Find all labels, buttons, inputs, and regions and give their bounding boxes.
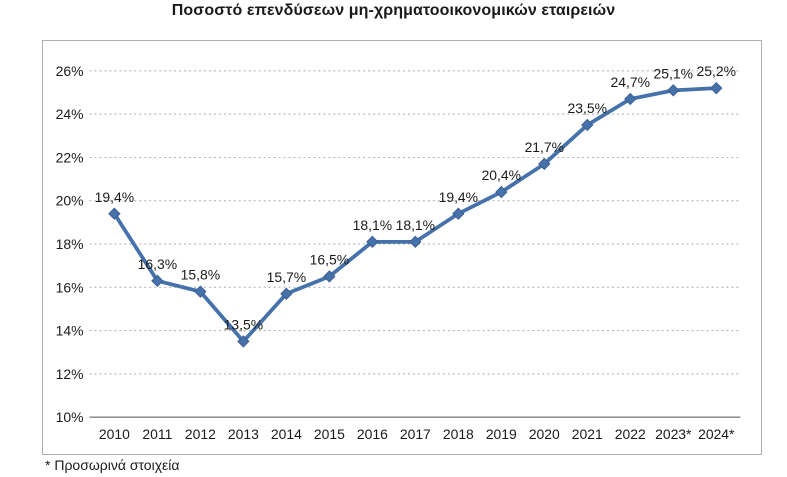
y-axis-tick-label: 24%	[56, 106, 84, 122]
data-point-marker	[581, 118, 594, 132]
x-axis-tick-label: 2016	[357, 426, 388, 442]
y-axis-tick-label: 18%	[56, 236, 84, 252]
y-axis-tick-label: 12%	[56, 366, 84, 382]
data-point-label: 25,1%	[654, 65, 693, 81]
chart-title: Ποσοστό επενδύσεων μη-χρηματοοικονομικών…	[171, 2, 616, 19]
x-axis-tick-label: 2021	[572, 426, 603, 442]
x-axis-tick-label: 2014	[271, 426, 302, 442]
line-chart-svg: 10% 12% 14% 16% 18% 20% 22% 24% 26% 2010 2011 2012 2…	[56, 63, 741, 442]
x-axis-tick-label: 2011	[142, 426, 172, 442]
data-point-label: 13,5%	[224, 316, 263, 332]
data-point-label: 25,2%	[697, 63, 736, 79]
data-point-marker	[237, 335, 250, 348]
data-point-marker	[495, 185, 508, 199]
data-point-marker	[538, 157, 551, 171]
y-axis-tick-label: 16%	[56, 279, 84, 295]
y-axis-tick-label: 14%	[56, 323, 84, 339]
series-line	[112, 86, 719, 344]
data-point-label: 23,5%	[568, 100, 607, 116]
data-point-marker	[710, 81, 723, 95]
data-point-marker	[667, 84, 680, 97]
x-axis-tick-label: 2018	[443, 426, 474, 442]
x-axis-tick-label: 2012	[185, 426, 216, 442]
data-point-marker	[624, 92, 637, 106]
data-point-label: 21,7%	[525, 139, 564, 155]
data-point-marker	[409, 235, 422, 249]
x-axis-tick-label: 2013	[228, 426, 259, 442]
data-point-marker	[323, 270, 336, 283]
x-axis-tick-label: 2015	[314, 426, 345, 442]
chart-footnote: * Προσωρινά στοιχεία	[45, 457, 180, 473]
x-axis-tick-label: 2020	[529, 426, 560, 442]
data-point-marker	[280, 287, 293, 300]
data-point-label: 20,4%	[482, 167, 521, 183]
y-axis-tick-label: 20%	[56, 193, 84, 209]
x-axis-tick-label: 2023*	[655, 426, 692, 442]
y-axis-tick-label: 22%	[56, 149, 84, 165]
data-point-marker	[452, 207, 465, 220]
data-point-label: 24,7%	[611, 74, 650, 90]
data-point-marker	[108, 207, 121, 220]
y-axis-tick-label: 26%	[56, 63, 84, 79]
data-point-label: 15,7%	[267, 269, 306, 285]
data-point-label: 15,8%	[181, 267, 220, 283]
data-point-label: 19,4%	[439, 189, 478, 205]
data-point-label: 16,5%	[310, 252, 349, 268]
data-point-label: 16,3%	[138, 256, 177, 272]
x-axis-tick-label: 2024*	[698, 426, 735, 442]
chart-frame: 10% 12% 14% 16% 18% 20% 22% 24% 26% 2010 2011 2012 2…	[42, 40, 762, 455]
x-axis-tick-label: 2019	[486, 426, 517, 442]
data-point-label: 19,4%	[95, 189, 134, 205]
y-axis-tick-label: 10%	[56, 409, 84, 425]
data-point-label: 18,1%	[396, 217, 435, 233]
data-point-marker	[151, 274, 164, 287]
data-point-marker	[194, 285, 207, 298]
x-axis-tick-label: 2022	[615, 426, 646, 442]
x-axis-tick-label: 2017	[400, 426, 431, 442]
data-point-label: 18,1%	[353, 217, 392, 233]
data-point-marker	[366, 235, 379, 249]
x-axis-tick-label: 2010	[99, 426, 130, 442]
